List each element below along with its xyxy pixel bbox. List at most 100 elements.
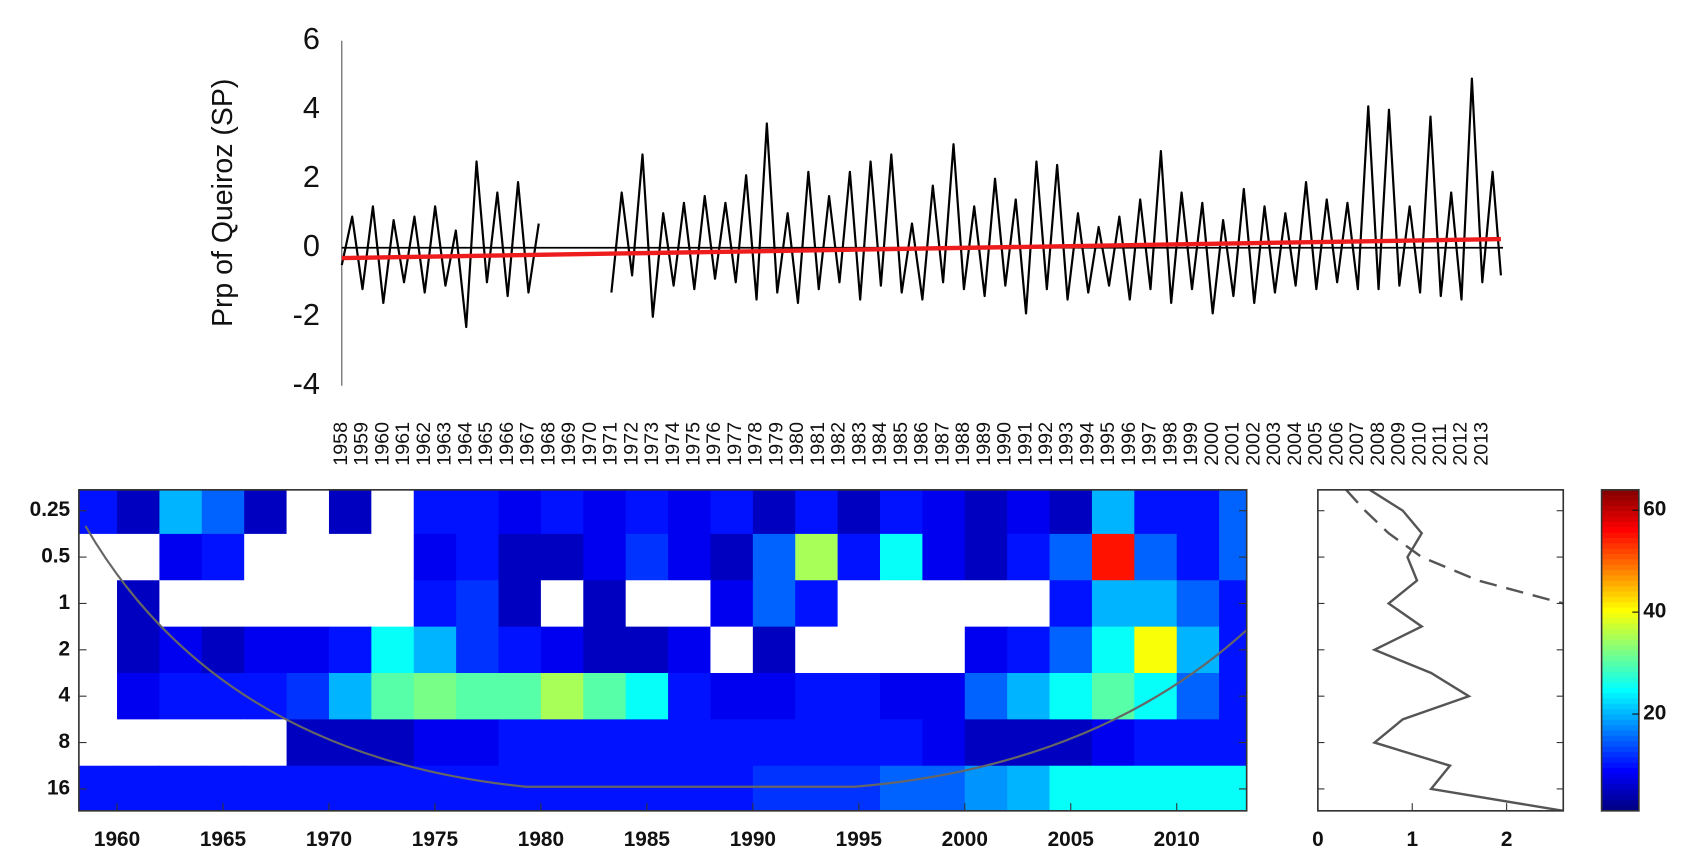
colorbar-step [1601,559,1639,566]
colorbar-step [1601,554,1639,561]
x-tick-label: 1987 [931,422,953,466]
y-tick-label: 0 [303,229,320,263]
colorbar-step [1601,709,1639,716]
heatmap-cell [244,489,288,535]
heatmap-cell [1176,580,1220,628]
colorbar-step [1601,639,1639,646]
global-spectrum-line [1369,489,1564,811]
colorbar-tick-label: 20 [1643,702,1666,725]
heatmap-cell [328,672,373,721]
colorbar-step [1601,575,1639,582]
x-tick-label: 2007 [1346,422,1368,466]
x-tick-label: 1982 [828,422,850,466]
x-tick-label: 1969 [558,422,580,466]
heatmap-cell [1134,533,1178,581]
heatmap-cell [668,672,712,721]
heatmap-cell [159,765,203,811]
heatmap-cell [1049,489,1093,535]
colorbar-step [1601,634,1639,641]
heatmap-cell [922,580,966,628]
x-tick-label: 1975 [412,828,458,851]
colorbar-step [1601,751,1639,758]
heatmap-cell [710,580,754,628]
colorbar-step [1601,543,1639,550]
heatmap-cell [1176,489,1220,535]
colorbar-tick-label: 40 [1643,600,1666,623]
heatmap-cell [837,719,881,767]
x-tick-label: 2005 [1048,828,1094,851]
x-tick-label: 1997 [1139,422,1161,466]
x-tick-label: 2005 [1305,422,1327,466]
heatmap-cell [117,533,161,581]
colorbar-step [1601,623,1639,630]
colorbar-step [1601,746,1639,753]
heatmap-cell [710,489,754,535]
heatmap-cell [413,489,457,535]
heatmap-cell [752,765,796,811]
x-tick-label: 1975 [683,422,705,466]
colorbar-step [1601,489,1639,496]
heatmap-cell [540,580,584,628]
heatmap-cell [668,719,712,767]
y-tick-label: 2 [59,637,71,660]
x-tick-label: 1968 [537,422,559,466]
heatmap-cell [286,580,330,628]
heatmap-cell [540,719,584,767]
heatmap-cell [1219,765,1247,811]
heatmap-cell [159,489,203,535]
heatmap-cell [710,765,754,811]
heatmap-cell [1134,489,1178,535]
heatmap-cell [837,672,881,721]
heatmap-cell [413,626,457,674]
x-tick-label: 1990 [994,422,1016,466]
heatmap-cell [286,626,330,674]
x-tick-label: 1963 [434,422,456,466]
x-tick-label: 2008 [1367,422,1389,466]
heatmap-cell [201,580,245,628]
heatmap-cell [922,765,966,811]
heatmap-cell [1134,580,1178,628]
axis-labels: 1960 1965 1970 1975 1980 1985 1990 1995 2000 2005… [30,498,1200,851]
heatmap-cell [795,489,839,535]
x-tick-label: 1980 [786,422,808,466]
heatmap-cell [1049,533,1093,581]
heatmap-cell [159,533,203,581]
heatmap-cell [1049,626,1093,674]
colorbar-step [1601,714,1639,721]
heatmap-cell [1219,489,1247,535]
heatmap-cell [964,489,1008,535]
colorbar-step [1601,537,1639,545]
x-tick-label: 1973 [641,422,663,466]
colorbar-step [1601,741,1639,748]
heatmap-cell [498,580,542,628]
x-tick-label: 2010 [1154,828,1200,851]
heatmap-cell [837,533,881,581]
data-line [340,77,1503,329]
heatmap-cell [371,533,415,581]
trend-line [341,236,1501,261]
heatmap-cell [159,719,203,767]
heatmap-cell [201,626,245,674]
heatmap-cell [710,672,754,721]
heatmap-cell [752,719,796,767]
colorbar-step [1601,677,1639,684]
heatmap-cell [964,533,1008,581]
y-tick-label: 4 [59,684,71,707]
heatmap-cell [1134,719,1178,767]
heatmap-cell [880,672,924,721]
heatmap-cell [880,580,924,628]
colorbar-step [1601,768,1639,775]
heatmap-cell [583,626,627,674]
heatmap-cell [668,533,712,581]
y-tick-label: 1 [59,591,71,614]
heatmap-cell [1091,533,1135,581]
colorbar-step [1601,586,1639,593]
heatmap-cell [371,626,415,674]
y-tick-label: -2 [293,298,320,332]
x-tick-label: 1991 [1014,422,1036,466]
x-tick-label: 0 [1312,828,1324,851]
colorbar-step [1601,500,1639,507]
heatmap-cell [625,489,669,535]
significance-line [1345,489,1564,605]
